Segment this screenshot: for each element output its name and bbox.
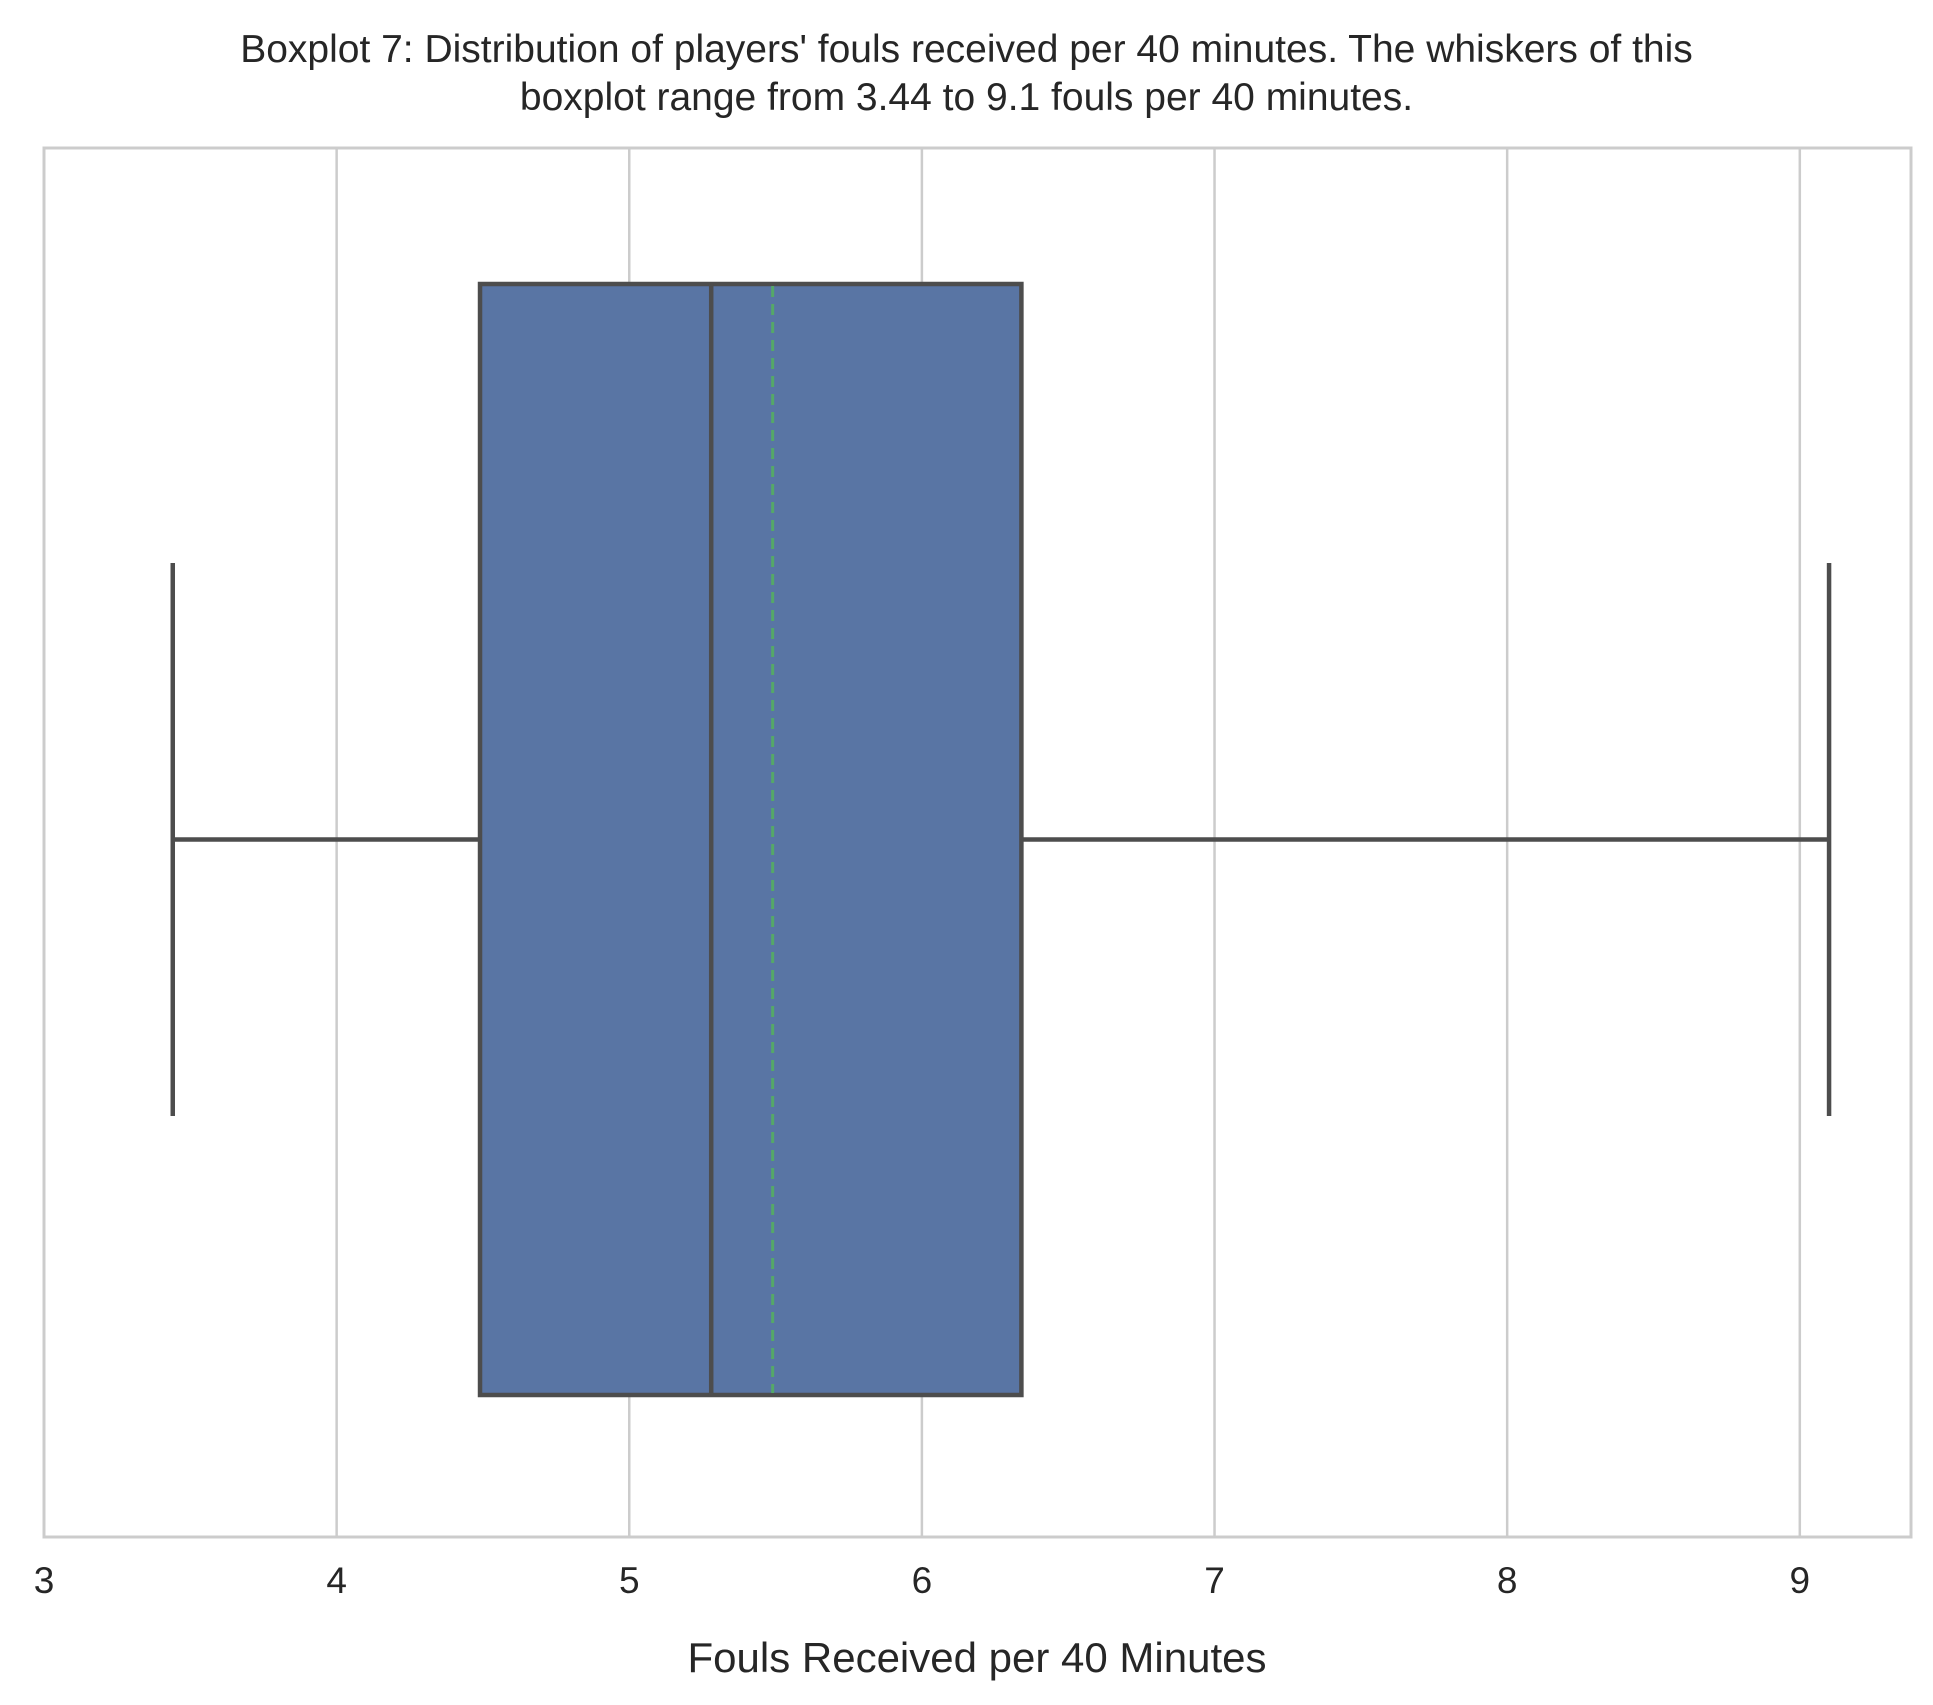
x-tick-labels: 3 4 5 6 7 8 9 — [34, 1560, 1810, 1601]
x-tick-label-7: 7 — [1204, 1560, 1225, 1601]
x-tick-label-6: 6 — [912, 1560, 933, 1601]
chart-title-line-1: Boxplot 7: Distribution of players' foul… — [240, 28, 1693, 71]
x-tick-label-4: 4 — [326, 1560, 347, 1601]
x-tick-label-8: 8 — [1497, 1560, 1518, 1601]
boxplot-marks — [170, 281, 1832, 1398]
x-tick-label-5: 5 — [619, 1560, 640, 1601]
chart-title-line-2: boxplot range from 3.44 to 9.1 fouls per… — [519, 76, 1414, 119]
x-tick-label-9: 9 — [1790, 1560, 1811, 1601]
iqr-box — [477, 281, 1024, 1398]
x-tick-label-3: 3 — [34, 1560, 55, 1601]
plot-frame — [42, 146, 1913, 1539]
x-axis-label: Fouls Received per 40 Minutes — [688, 1634, 1267, 1681]
chart-title: Boxplot 7: Distribution of players' foul… — [0, 26, 1933, 122]
